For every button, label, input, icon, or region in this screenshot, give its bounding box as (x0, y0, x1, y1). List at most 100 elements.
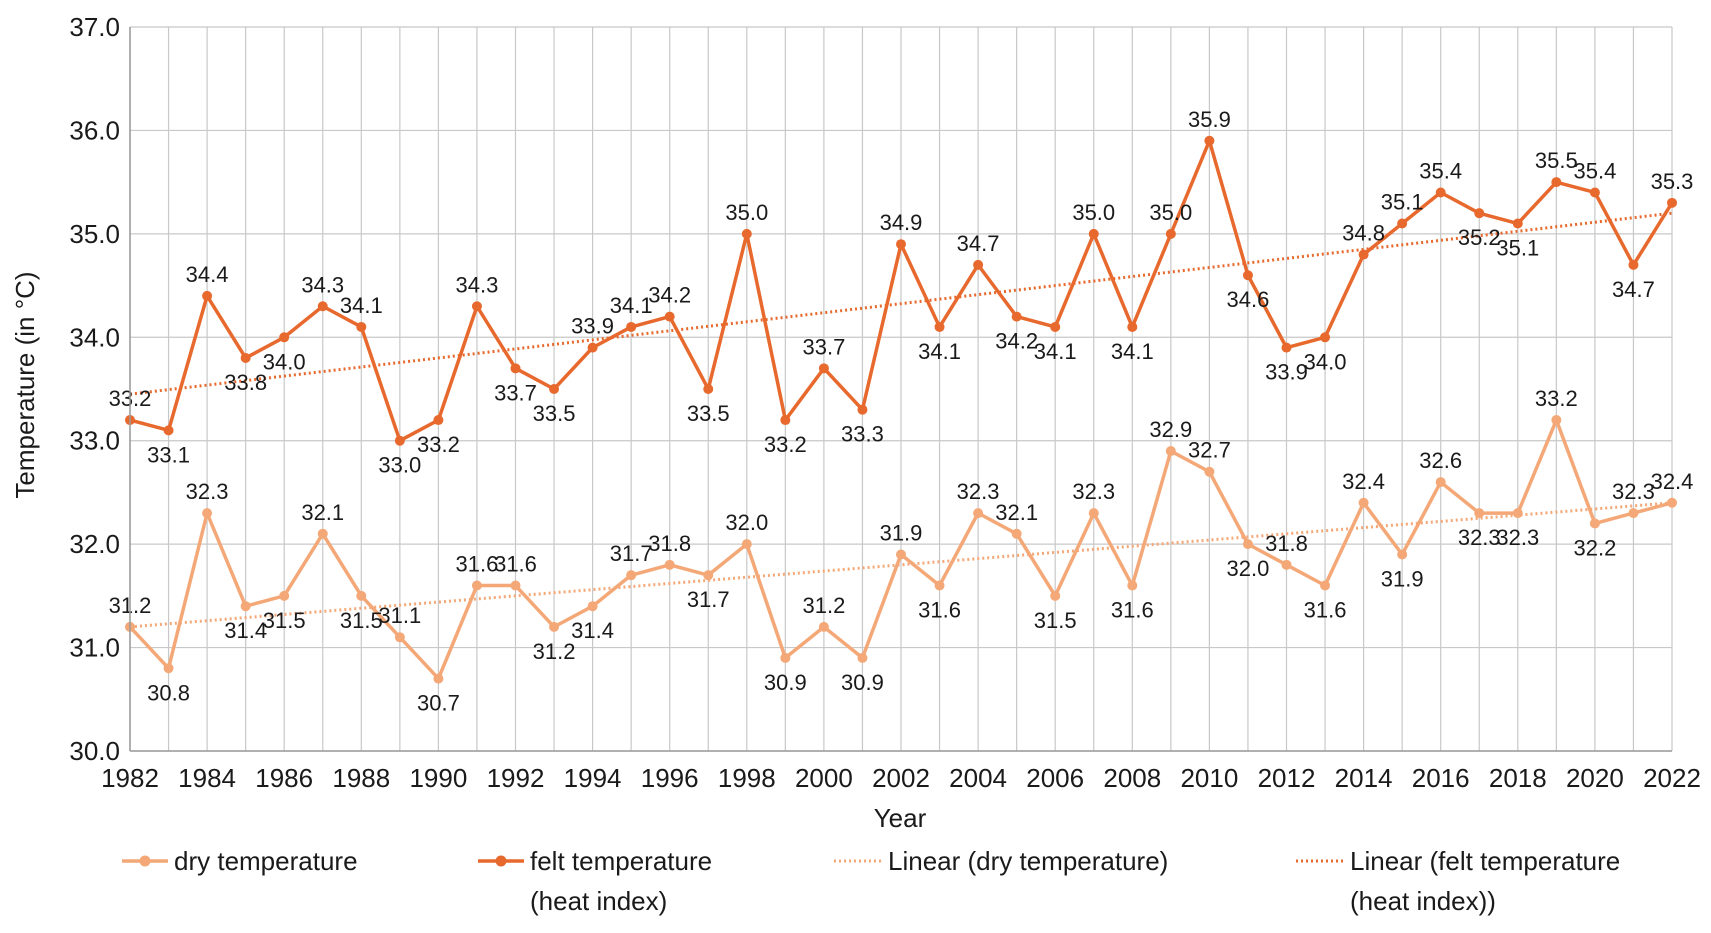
point-dry-temperature (1320, 580, 1331, 591)
point-felt-temperature (1667, 197, 1677, 208)
point-felt-temperature (664, 311, 675, 322)
data-label-dry-temperature: 31.9 (1381, 566, 1424, 591)
data-label-felt-temperature: 33.5 (687, 401, 730, 426)
data-label-felt-temperature: 35.0 (725, 200, 768, 225)
point-dry-temperature (818, 621, 829, 632)
y-tick-label: 32.0 (69, 529, 120, 559)
point-felt-temperature (973, 259, 984, 270)
point-felt-temperature (741, 228, 752, 239)
x-tick-label: 2006 (1026, 763, 1084, 793)
data-label-felt-temperature: 34.2 (648, 283, 691, 308)
data-label-felt-temperature: 34.1 (340, 293, 383, 318)
point-dry-temperature (934, 580, 945, 591)
data-label-felt-temperature: 35.0 (1149, 200, 1192, 225)
data-label-dry-temperature: 31.4 (224, 618, 267, 643)
data-label-felt-temperature: 33.2 (417, 432, 460, 457)
point-dry-temperature (1204, 466, 1215, 477)
point-dry-temperature (664, 559, 675, 570)
point-dry-temperature (741, 539, 752, 550)
y-tick-label: 31.0 (69, 633, 120, 663)
point-felt-temperature (549, 384, 560, 394)
point-dry-temperature (1667, 497, 1677, 508)
data-label-dry-temperature: 31.6 (494, 552, 537, 577)
point-felt-temperature (1127, 321, 1138, 332)
data-label-felt-temperature: 35.2 (1458, 225, 1501, 250)
point-felt-temperature (703, 384, 714, 394)
point-felt-temperature (1088, 228, 1099, 239)
x-tick-label: 1982 (101, 763, 159, 793)
data-label-felt-temperature: 34.9 (880, 210, 923, 235)
point-felt-temperature (1011, 311, 1022, 322)
point-dry-temperature (1589, 518, 1600, 529)
data-label-dry-temperature: 32.3 (1458, 525, 1501, 550)
data-label-felt-temperature: 34.1 (1111, 339, 1154, 364)
data-label-felt-temperature: 34.3 (301, 272, 344, 297)
data-label-dry-temperature: 32.9 (1149, 417, 1192, 442)
y-tick-label: 35.0 (69, 219, 120, 249)
legend-label-linear-felt-temperature-line1: Linear (felt temperature (1350, 846, 1620, 876)
data-label-dry-temperature: 31.7 (610, 541, 653, 566)
point-felt-temperature (240, 352, 251, 363)
point-dry-temperature (163, 663, 174, 674)
data-label-dry-temperature: 30.7 (417, 691, 460, 716)
point-dry-temperature (1242, 539, 1253, 550)
point-dry-temperature (1011, 528, 1022, 539)
data-label-dry-temperature: 32.2 (1573, 535, 1616, 560)
point-felt-temperature (1397, 218, 1408, 229)
data-label-felt-temperature: 35.3 (1651, 169, 1694, 194)
point-dry-temperature (202, 508, 213, 519)
point-felt-temperature (356, 321, 367, 332)
data-label-dry-temperature: 32.3 (1072, 479, 1115, 504)
legend-item-linear-felt-temperature: Linear (felt temperature (heat index)) (1296, 846, 1620, 916)
point-dry-temperature (973, 508, 984, 519)
x-tick-label: 1994 (564, 763, 622, 793)
x-tick-label: 2002 (872, 763, 930, 793)
data-label-dry-temperature: 31.8 (1265, 531, 1308, 556)
point-dry-temperature (1127, 580, 1138, 591)
data-label-felt-temperature: 34.7 (957, 231, 1000, 256)
point-dry-temperature (240, 601, 251, 612)
point-dry-temperature (1088, 508, 1099, 519)
point-dry-temperature (857, 652, 868, 663)
data-label-dry-temperature: 31.5 (340, 608, 383, 633)
data-label-dry-temperature: 32.7 (1188, 438, 1231, 463)
point-dry-temperature (703, 570, 714, 581)
data-label-dry-temperature: 31.6 (1111, 598, 1154, 623)
point-dry-temperature (317, 528, 328, 539)
data-label-dry-temperature: 31.8 (648, 531, 691, 556)
series-lines (125, 135, 1677, 684)
x-tick-label: 2008 (1103, 763, 1161, 793)
data-label-felt-temperature: 35.4 (1419, 158, 1462, 183)
point-dry-temperature (356, 590, 367, 601)
data-label-felt-temperature: 35.0 (1072, 200, 1115, 225)
data-label-felt-temperature: 33.9 (1265, 360, 1308, 385)
point-felt-temperature (510, 363, 521, 374)
data-label-dry-temperature: 32.3 (957, 479, 1000, 504)
point-dry-temperature (1474, 508, 1485, 519)
point-felt-temperature (433, 415, 444, 426)
point-felt-temperature (896, 239, 906, 250)
point-felt-temperature (1474, 208, 1485, 219)
y-tick-label: 33.0 (69, 426, 120, 456)
data-label-dry-temperature: 32.3 (1612, 479, 1655, 504)
point-dry-temperature (1397, 549, 1408, 560)
data-label-felt-temperature: 34.0 (1304, 349, 1347, 374)
data-label-dry-temperature: 32.3 (1496, 525, 1539, 550)
legend-label-linear-dry-temperature: Linear (dry temperature) (888, 846, 1168, 876)
data-label-dry-temperature: 30.9 (841, 670, 884, 695)
legend-item-felt-temperature: felt temperature (heat index) (478, 846, 712, 916)
data-label-felt-temperature: 34.4 (186, 262, 229, 287)
point-felt-temperature (471, 301, 482, 312)
point-felt-temperature (202, 290, 213, 301)
axes: 30.0 31.0 32.0 33.0 34.0 35.0 36.0 37.0 1982 1984… (69, 12, 1701, 793)
x-tick-label: 1990 (409, 763, 467, 793)
data-label-dry-temperature: 32.1 (301, 500, 344, 525)
point-felt-temperature (626, 321, 637, 332)
point-dry-temperature (1165, 446, 1176, 457)
data-label-dry-temperature: 31.2 (802, 593, 845, 618)
data-label-felt-temperature: 33.9 (571, 314, 614, 339)
data-label-felt-temperature: 35.4 (1573, 158, 1616, 183)
data-label-felt-temperature: 34.6 (1227, 287, 1270, 312)
data-label-dry-temperature: 31.2 (533, 639, 576, 664)
point-felt-temperature (317, 301, 328, 312)
